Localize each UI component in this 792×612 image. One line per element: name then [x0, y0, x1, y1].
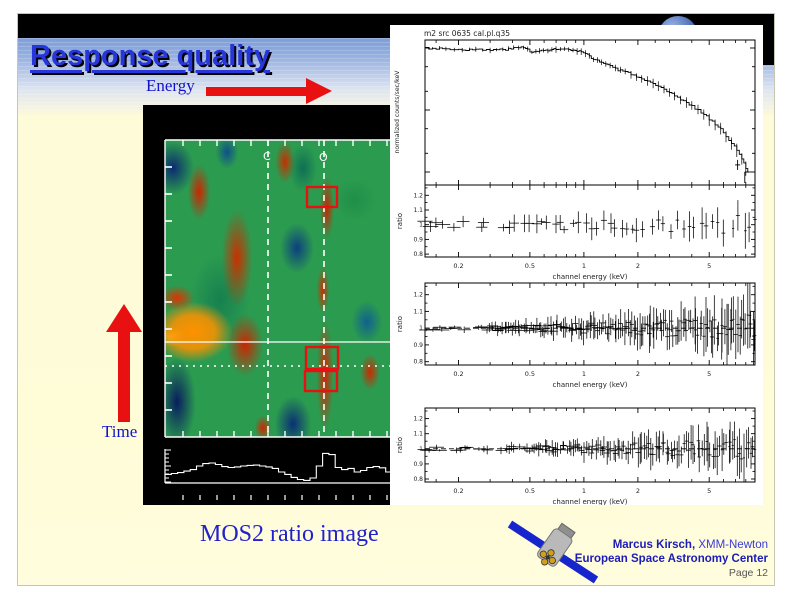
svg-text:0.9: 0.9	[413, 461, 423, 468]
footer-page-number: Page 12	[728, 567, 768, 579]
svg-text:5: 5	[707, 262, 711, 270]
svg-text:1.1: 1.1	[413, 431, 423, 438]
svg-text:0.8: 0.8	[413, 251, 423, 258]
svg-text:0.8: 0.8	[413, 359, 423, 366]
svg-text:channel energy (keV): channel energy (keV)	[553, 273, 628, 281]
footer: Marcus Kirsch, XMM-Newton European Space…	[575, 538, 768, 580]
svg-text:1: 1	[582, 370, 586, 378]
svg-text:m2 src 0635 cal.pl.q35: m2 src 0635 cal.pl.q35	[424, 29, 510, 38]
footer-author: Marcus Kirsch,	[612, 539, 696, 551]
svg-text:0.9: 0.9	[413, 342, 423, 349]
svg-text:0.2: 0.2	[453, 262, 463, 270]
image-caption: MOS2 ratio image	[200, 521, 379, 547]
svg-text:0.2: 0.2	[453, 487, 463, 495]
svg-text:1: 1	[582, 262, 586, 270]
energy-arrow-head-icon	[306, 78, 332, 104]
xmm-newton-satellite-icon	[507, 520, 599, 584]
svg-text:1: 1	[582, 487, 586, 495]
svg-text:0.5: 0.5	[525, 487, 535, 495]
svg-text:C: C	[263, 150, 271, 163]
svg-text:ratio: ratio	[396, 437, 404, 453]
svg-text:normalized counts/sec/keV: normalized counts/sec/keV	[394, 70, 401, 154]
svg-text:1.1: 1.1	[413, 308, 423, 315]
time-axis-label: Time	[102, 422, 138, 441]
time-arrow	[118, 332, 130, 422]
svg-text:1.2: 1.2	[413, 416, 423, 423]
svg-text:0.8: 0.8	[413, 476, 423, 483]
svg-text:ratio: ratio	[396, 316, 404, 332]
energy-arrow	[206, 87, 306, 96]
svg-text:1: 1	[419, 325, 423, 332]
svg-text:1.2: 1.2	[413, 292, 423, 299]
svg-text:1.1: 1.1	[413, 207, 423, 214]
svg-text:ratio: ratio	[396, 213, 404, 229]
svg-text:2: 2	[636, 487, 640, 495]
svg-text:2: 2	[636, 370, 640, 378]
time-arrow-head-icon	[106, 304, 142, 332]
footer-author-line: Marcus Kirsch, XMM-Newton	[575, 538, 768, 552]
footer-mission: XMM-Newton	[695, 539, 768, 551]
svg-text:0.5: 0.5	[525, 370, 535, 378]
svg-text:0.2: 0.2	[453, 370, 463, 378]
svg-text:1: 1	[419, 222, 423, 229]
spectrum-and-ratio-plots: m2 src 0635 cal.pl.q35 0.8 0.9 1 1.1 1.2 ratio…	[394, 29, 757, 506]
svg-text:channel energy (keV): channel energy (keV)	[553, 498, 628, 505]
ratio-colormap	[165, 140, 392, 437]
svg-text:channel energy (keV): channel energy (keV)	[553, 381, 628, 389]
footer-org-line: European Space Astronomy Center	[574, 553, 768, 565]
svg-text:0.5: 0.5	[525, 262, 535, 270]
energy-axis-label: Energy	[146, 76, 195, 95]
svg-text:5: 5	[707, 487, 711, 495]
svg-text:5: 5	[707, 370, 711, 378]
spectrum-plot-panel: m2 src 0635 cal.pl.q35 0.8 0.9 1 1.1 1.2 ratio…	[390, 25, 763, 506]
page-title: Response quality	[30, 40, 271, 72]
svg-text:1.2: 1.2	[413, 192, 423, 199]
svg-text:2: 2	[636, 262, 640, 270]
svg-text:0.9: 0.9	[413, 236, 423, 243]
svg-text:O: O	[319, 151, 328, 164]
